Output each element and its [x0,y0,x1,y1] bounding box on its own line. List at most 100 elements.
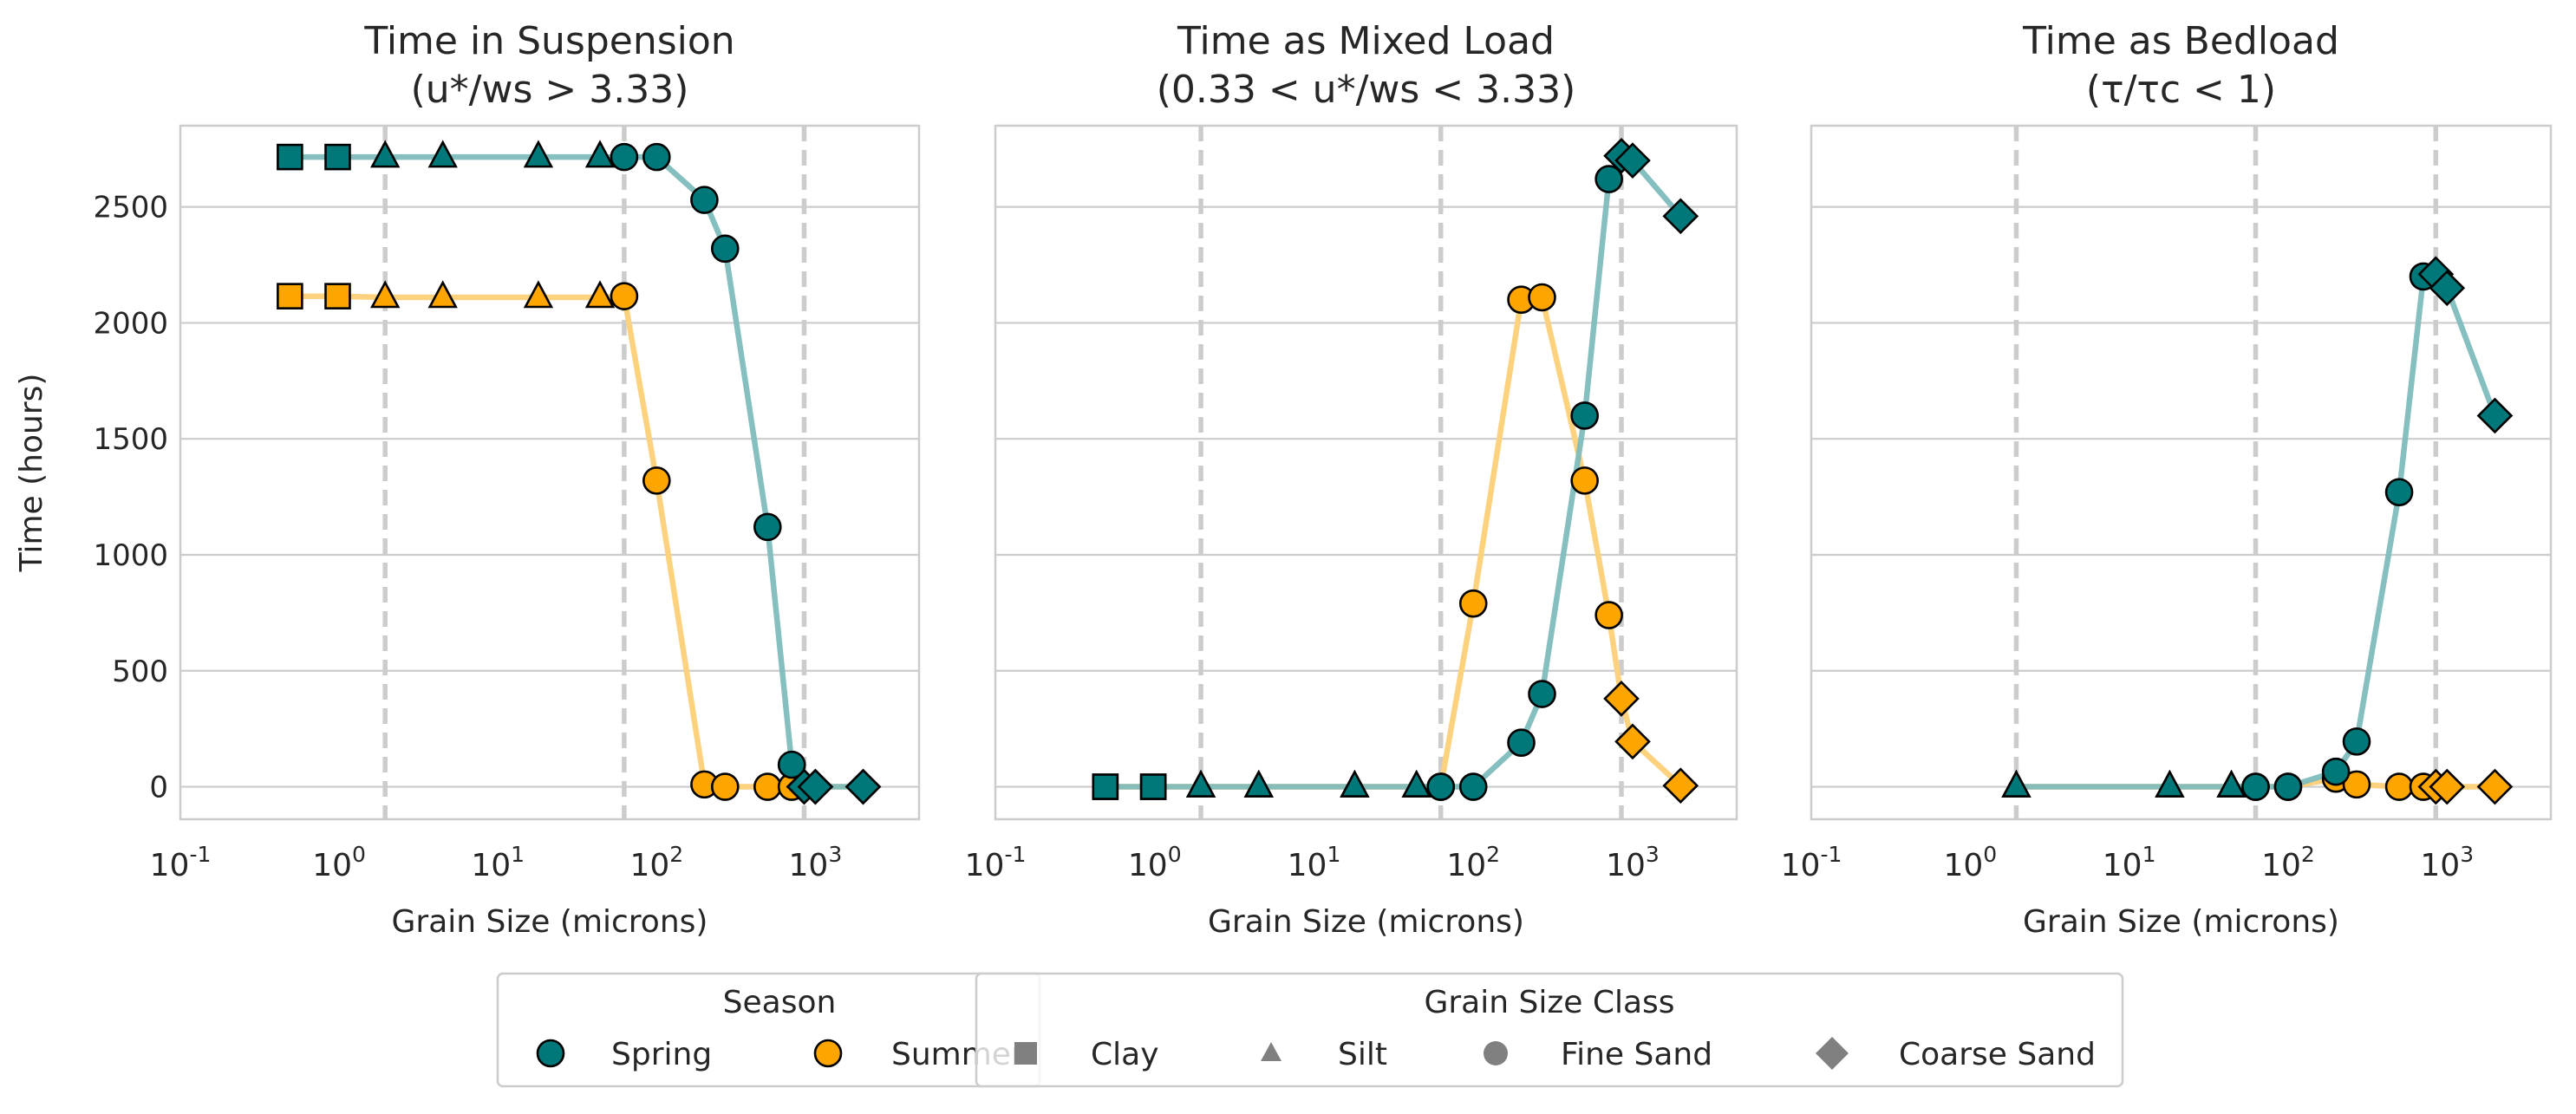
point-spring-circle [2384,478,2414,507]
x-tick-label: 103 [2420,842,2474,883]
point-spring-diamond [797,768,834,805]
point-summer-circle [1595,601,1623,629]
point-summer-diamond [1603,681,1640,717]
point-spring-circle [710,234,740,264]
point-spring-circle [1528,680,1556,708]
point-summer-diamond [2476,768,2514,805]
point-spring-circle [690,186,719,214]
legend-marker-clay [1014,1042,1037,1065]
point-summer-circle [1570,466,1599,495]
series-line-summer [290,293,864,790]
legend-marker-silt [1261,1042,1281,1061]
x-tick-label: 103 [789,842,843,883]
point-spring-diamond [2476,397,2514,434]
point-summer-circle [2384,772,2414,801]
panel-subtitle: (τ/τc < 1) [2086,68,2276,112]
point-summer-circle [710,772,740,801]
point-spring-square [1139,773,1167,800]
y-tick-label: 2500 [93,191,168,225]
point-summer-triangle [427,280,458,309]
point-spring-circle [753,512,782,542]
point-spring-circle [1570,401,1599,430]
x-tick-label: 102 [2261,842,2315,883]
panels: 0 500 1000 1500 2000 2500 10-1 100 101 102 103 Grai… [93,19,2553,940]
point-summer-circle [753,772,782,801]
point-spring-circle [642,142,671,172]
legend-grain-title: Grain Size Class [1424,985,1674,1020]
y-tick-label: 500 [112,655,168,689]
point-spring-circle [1595,165,1623,193]
panel-3: 10-1 100 101 102 103 Grain Size (microns) Time… [1781,19,2553,940]
point-spring-triangle [1340,769,1370,798]
point-summer-diamond [1662,767,1699,805]
x-axis-label: Grain Size (microns) [2023,904,2339,940]
x-tick-label: 101 [2103,842,2156,883]
point-spring-circle [777,750,806,779]
axes-frame [179,124,921,821]
legend-season-title: Season [723,985,837,1020]
point-spring-square [277,143,303,171]
point-summer-square [277,283,303,309]
point-summer-diamond [2429,768,2466,805]
x-axis-label: Grain Size (microns) [392,904,708,940]
x-tick-label: 101 [471,842,525,883]
x-tick-label: 100 [1943,842,1997,883]
point-spring-square [1092,773,1119,800]
x-axis-label: Grain Size (microns) [1208,904,1524,940]
series-line-summer [1105,294,1683,790]
point-summer-circle [642,466,671,495]
point-spring-circle [1426,772,1456,801]
panel-1: 0 500 1000 1500 2000 2500 10-1 100 101 102 103 Grai… [93,19,921,940]
point-summer-circle [610,282,639,310]
y-tick-label: 1000 [93,538,168,573]
point-summer-circle [1458,589,1488,618]
point-summer-triangle [584,280,616,309]
panel-title: Time in Suspension [363,19,734,63]
series-line-spring [290,153,864,790]
point-summer-circle [2342,770,2371,799]
point-spring-circle [1507,728,1536,758]
x-tick-label: 10-1 [965,842,1027,883]
y-axis-label: Time (hours) [14,374,49,573]
x-tick-label: 10-1 [1781,842,1842,883]
point-summer-triangle [523,280,554,309]
x-tick-label: 103 [1606,842,1660,883]
x-tick-label: 102 [629,842,683,883]
panel-subtitle: (0.33 < u*/ws < 3.33) [1157,68,1576,112]
point-spring-triangle [370,140,401,168]
point-spring-circle [610,142,639,172]
legend: Season Spring Summer Grain Size Class Cla… [496,972,2124,1088]
x-tick-label: 100 [312,842,366,883]
y-tick-label: 1500 [93,422,168,457]
x-tick-label: 101 [1288,842,1341,883]
x-tick-label: 102 [1446,842,1500,883]
point-spring-diamond [2429,270,2466,307]
point-summer-square [324,283,351,309]
axes-frame [1810,124,2553,821]
point-spring-diamond [1662,198,1699,235]
legend-marker-summer [813,1039,843,1068]
point-spring-circle [2321,757,2351,786]
panel-subtitle: (u*/ws > 3.33) [411,68,689,112]
legend-label-silt: Silt [1338,1037,1387,1072]
panel-2: 10-1 100 101 102 103 Grain Size (microns) Time… [965,19,1738,940]
point-spring-circle [2273,772,2303,801]
point-spring-triangle [1185,769,1216,798]
panel-title: Time as Mixed Load [1177,19,1555,63]
point-spring-triangle [584,140,616,168]
point-summer-diamond [1614,723,1651,760]
point-spring-triangle [1243,769,1274,798]
legend-label-coarse-sand: Coarse Sand [1899,1037,2096,1072]
point-spring-circle [1458,772,1488,801]
legend-marker-fine-sand [1484,1041,1508,1065]
y-tick-label: 2000 [93,306,168,341]
point-spring-triangle [427,140,458,168]
axes-frame [994,124,1738,821]
point-summer-circle [1528,283,1556,312]
legend-label-spring: Spring [611,1037,712,1072]
legend-marker-spring [536,1039,565,1068]
x-tick-label: 10-1 [150,842,212,883]
legend-grain-entries: Clay Silt Fine Sand Coarse Sand [1014,1037,2096,1072]
legend-marker-coarse-sand [1816,1037,1849,1070]
legend-label-clay: Clay [1091,1037,1159,1072]
